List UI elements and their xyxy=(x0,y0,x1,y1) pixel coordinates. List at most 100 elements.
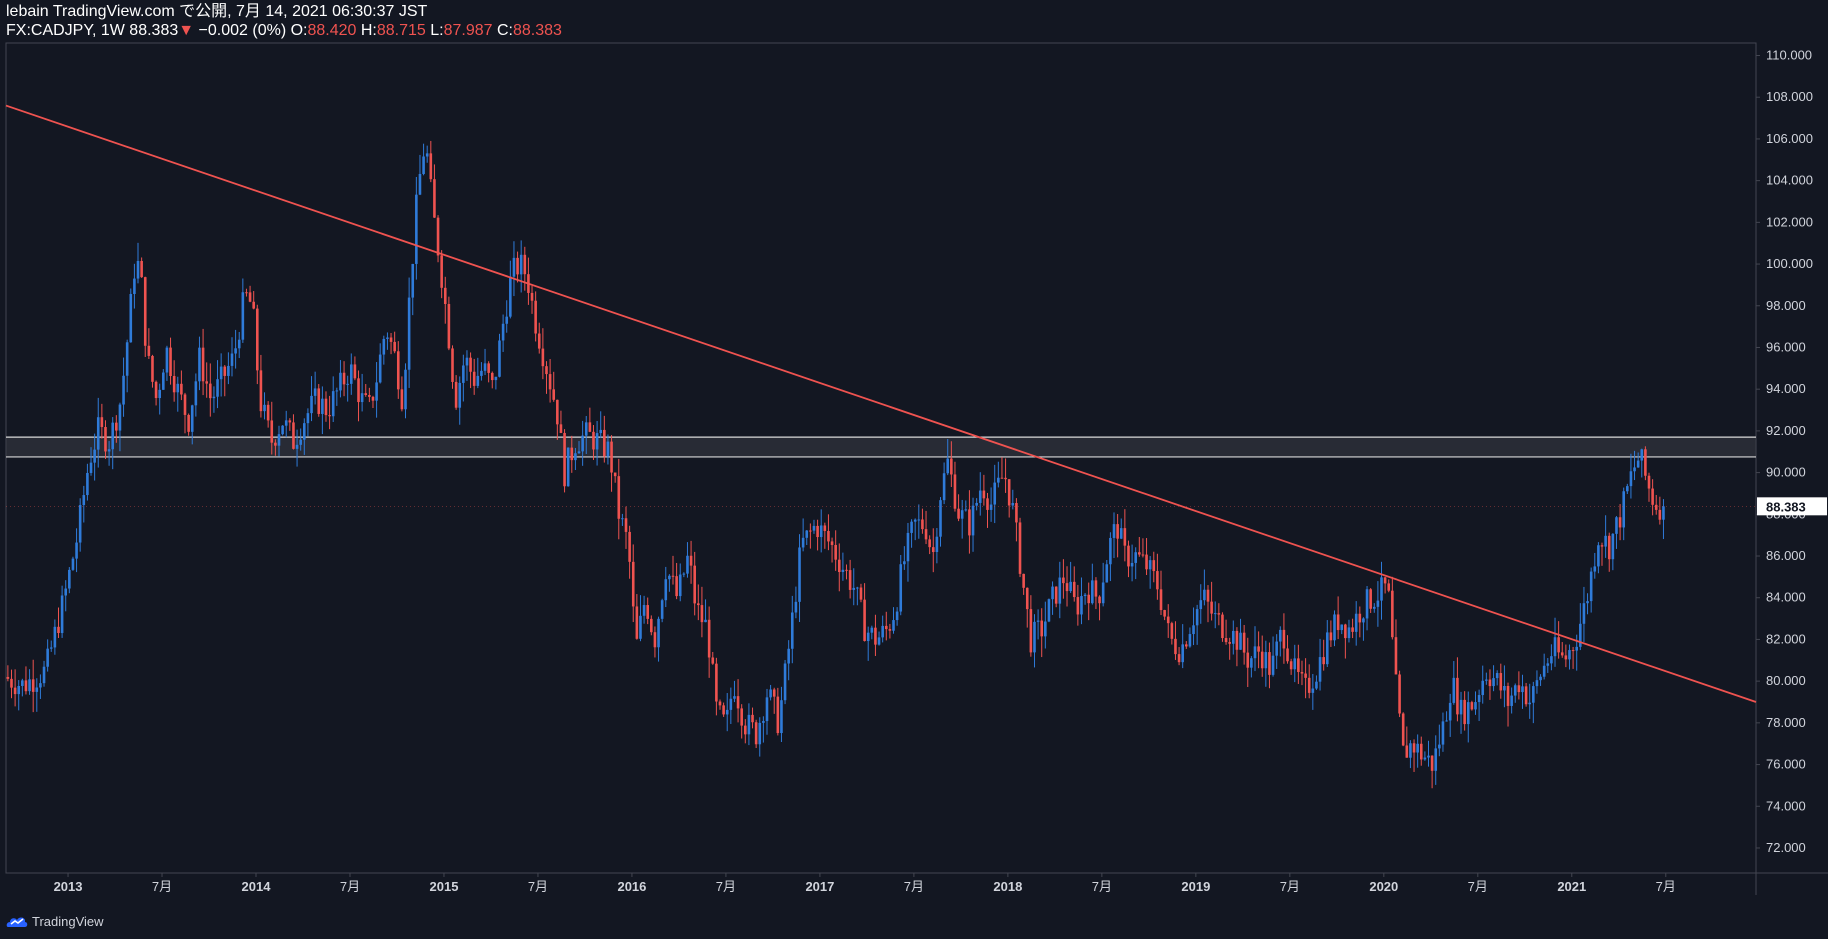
candle-body xyxy=(621,518,624,520)
time-axis: 2013 7月 2014 7月 2015 7月 2016 7月 2017 7月 2018 7月 2019… xyxy=(54,873,1676,894)
candle-body xyxy=(68,569,71,589)
candle-body xyxy=(230,353,234,366)
candle-body xyxy=(462,365,465,383)
candle-body xyxy=(1485,679,1488,681)
candle-body xyxy=(1257,646,1260,652)
candle-body xyxy=(505,316,509,324)
candle-body xyxy=(697,603,700,606)
candle-body xyxy=(28,679,31,692)
candle-body xyxy=(1278,629,1282,642)
candle-body xyxy=(490,372,494,381)
candle-body xyxy=(1412,743,1416,753)
candle-body xyxy=(772,689,776,697)
candle-body xyxy=(6,676,10,679)
candle-body xyxy=(1105,564,1109,583)
time-tick-label: 7月 xyxy=(1656,879,1676,894)
candle-body xyxy=(375,382,378,401)
candle-body xyxy=(349,364,353,384)
candle-body xyxy=(21,680,24,686)
candle-body xyxy=(100,417,104,428)
candle-body xyxy=(1289,661,1293,670)
candle-body xyxy=(1481,680,1485,696)
symbol-label[interactable]: FX:CADJPY, 1W xyxy=(6,22,125,39)
candle-body xyxy=(1177,654,1181,663)
resistance-zone xyxy=(6,436,1756,458)
tradingview-logo-icon[interactable] xyxy=(6,913,28,929)
candle-body xyxy=(1354,613,1358,632)
candle-body xyxy=(321,398,324,414)
candle-body xyxy=(277,434,281,446)
candle-body xyxy=(1224,638,1228,643)
candle-body xyxy=(631,561,635,607)
candle-body xyxy=(1542,665,1546,677)
candle-body xyxy=(982,490,986,499)
time-tick-label: 2018 xyxy=(993,879,1022,894)
candle-body xyxy=(1575,646,1579,651)
candle-body xyxy=(1080,596,1083,615)
candle-body xyxy=(1271,655,1275,675)
price-tick-label: 90.000 xyxy=(1766,465,1806,480)
candle-body xyxy=(1463,699,1466,725)
candle-body xyxy=(570,447,574,461)
candle-body xyxy=(986,498,989,510)
candle-body xyxy=(736,696,740,709)
candle-body xyxy=(657,618,660,648)
candle-body xyxy=(1510,695,1513,706)
candle-body xyxy=(917,519,921,521)
candle-body xyxy=(1560,652,1564,656)
candle-body xyxy=(1344,624,1347,639)
candle-body xyxy=(762,721,765,723)
candle-body xyxy=(892,620,895,631)
footer: TradingView xyxy=(6,910,104,932)
candle-body xyxy=(1662,506,1665,520)
candle-body xyxy=(331,391,335,417)
candle-body xyxy=(472,371,476,386)
candle-body xyxy=(718,701,722,706)
candle-body xyxy=(1083,594,1087,597)
candle-body xyxy=(389,337,393,342)
candle-body xyxy=(1517,685,1521,693)
candle-body xyxy=(1304,673,1307,678)
candle-body xyxy=(530,292,534,301)
candle-body xyxy=(1268,652,1271,675)
candle-body xyxy=(411,263,415,298)
candle-body xyxy=(1604,535,1607,547)
candle-body xyxy=(122,375,125,405)
candle-body xyxy=(259,370,263,412)
candle-body xyxy=(1246,652,1250,668)
candle-body xyxy=(501,323,505,341)
candle-body xyxy=(339,372,342,391)
open-value: 88.420 xyxy=(307,22,357,39)
candle-body xyxy=(71,558,75,570)
candle-body xyxy=(443,287,447,305)
candle-body xyxy=(1185,644,1188,647)
price-tick-label: 92.000 xyxy=(1766,423,1806,438)
candle-body xyxy=(613,472,617,477)
candle-body xyxy=(1112,524,1116,538)
candle-body xyxy=(1098,596,1101,604)
candle-body xyxy=(664,579,668,601)
candle-body xyxy=(1474,702,1477,710)
footer-brand[interactable]: TradingView xyxy=(32,913,104,929)
time-tick-label: 2016 xyxy=(617,879,646,894)
candle-body xyxy=(1495,673,1499,679)
candle-body xyxy=(245,292,248,294)
candle-body xyxy=(1528,702,1532,705)
candle-body xyxy=(360,393,364,403)
candle-body xyxy=(429,153,433,180)
candle-body xyxy=(1644,449,1647,476)
candle-body xyxy=(1615,517,1618,534)
candle-body xyxy=(1521,686,1524,693)
candle-body xyxy=(960,510,964,519)
candle-body xyxy=(216,379,219,397)
candle-body xyxy=(997,477,1000,483)
low-value: 87.987 xyxy=(443,22,493,39)
candle-body xyxy=(1130,562,1134,567)
time-tick-label: 7月 xyxy=(528,879,548,894)
candle-body xyxy=(1423,757,1427,760)
candle-body xyxy=(1109,537,1112,565)
candle-body xyxy=(1564,655,1568,660)
price-tick-label: 72.000 xyxy=(1766,840,1806,855)
